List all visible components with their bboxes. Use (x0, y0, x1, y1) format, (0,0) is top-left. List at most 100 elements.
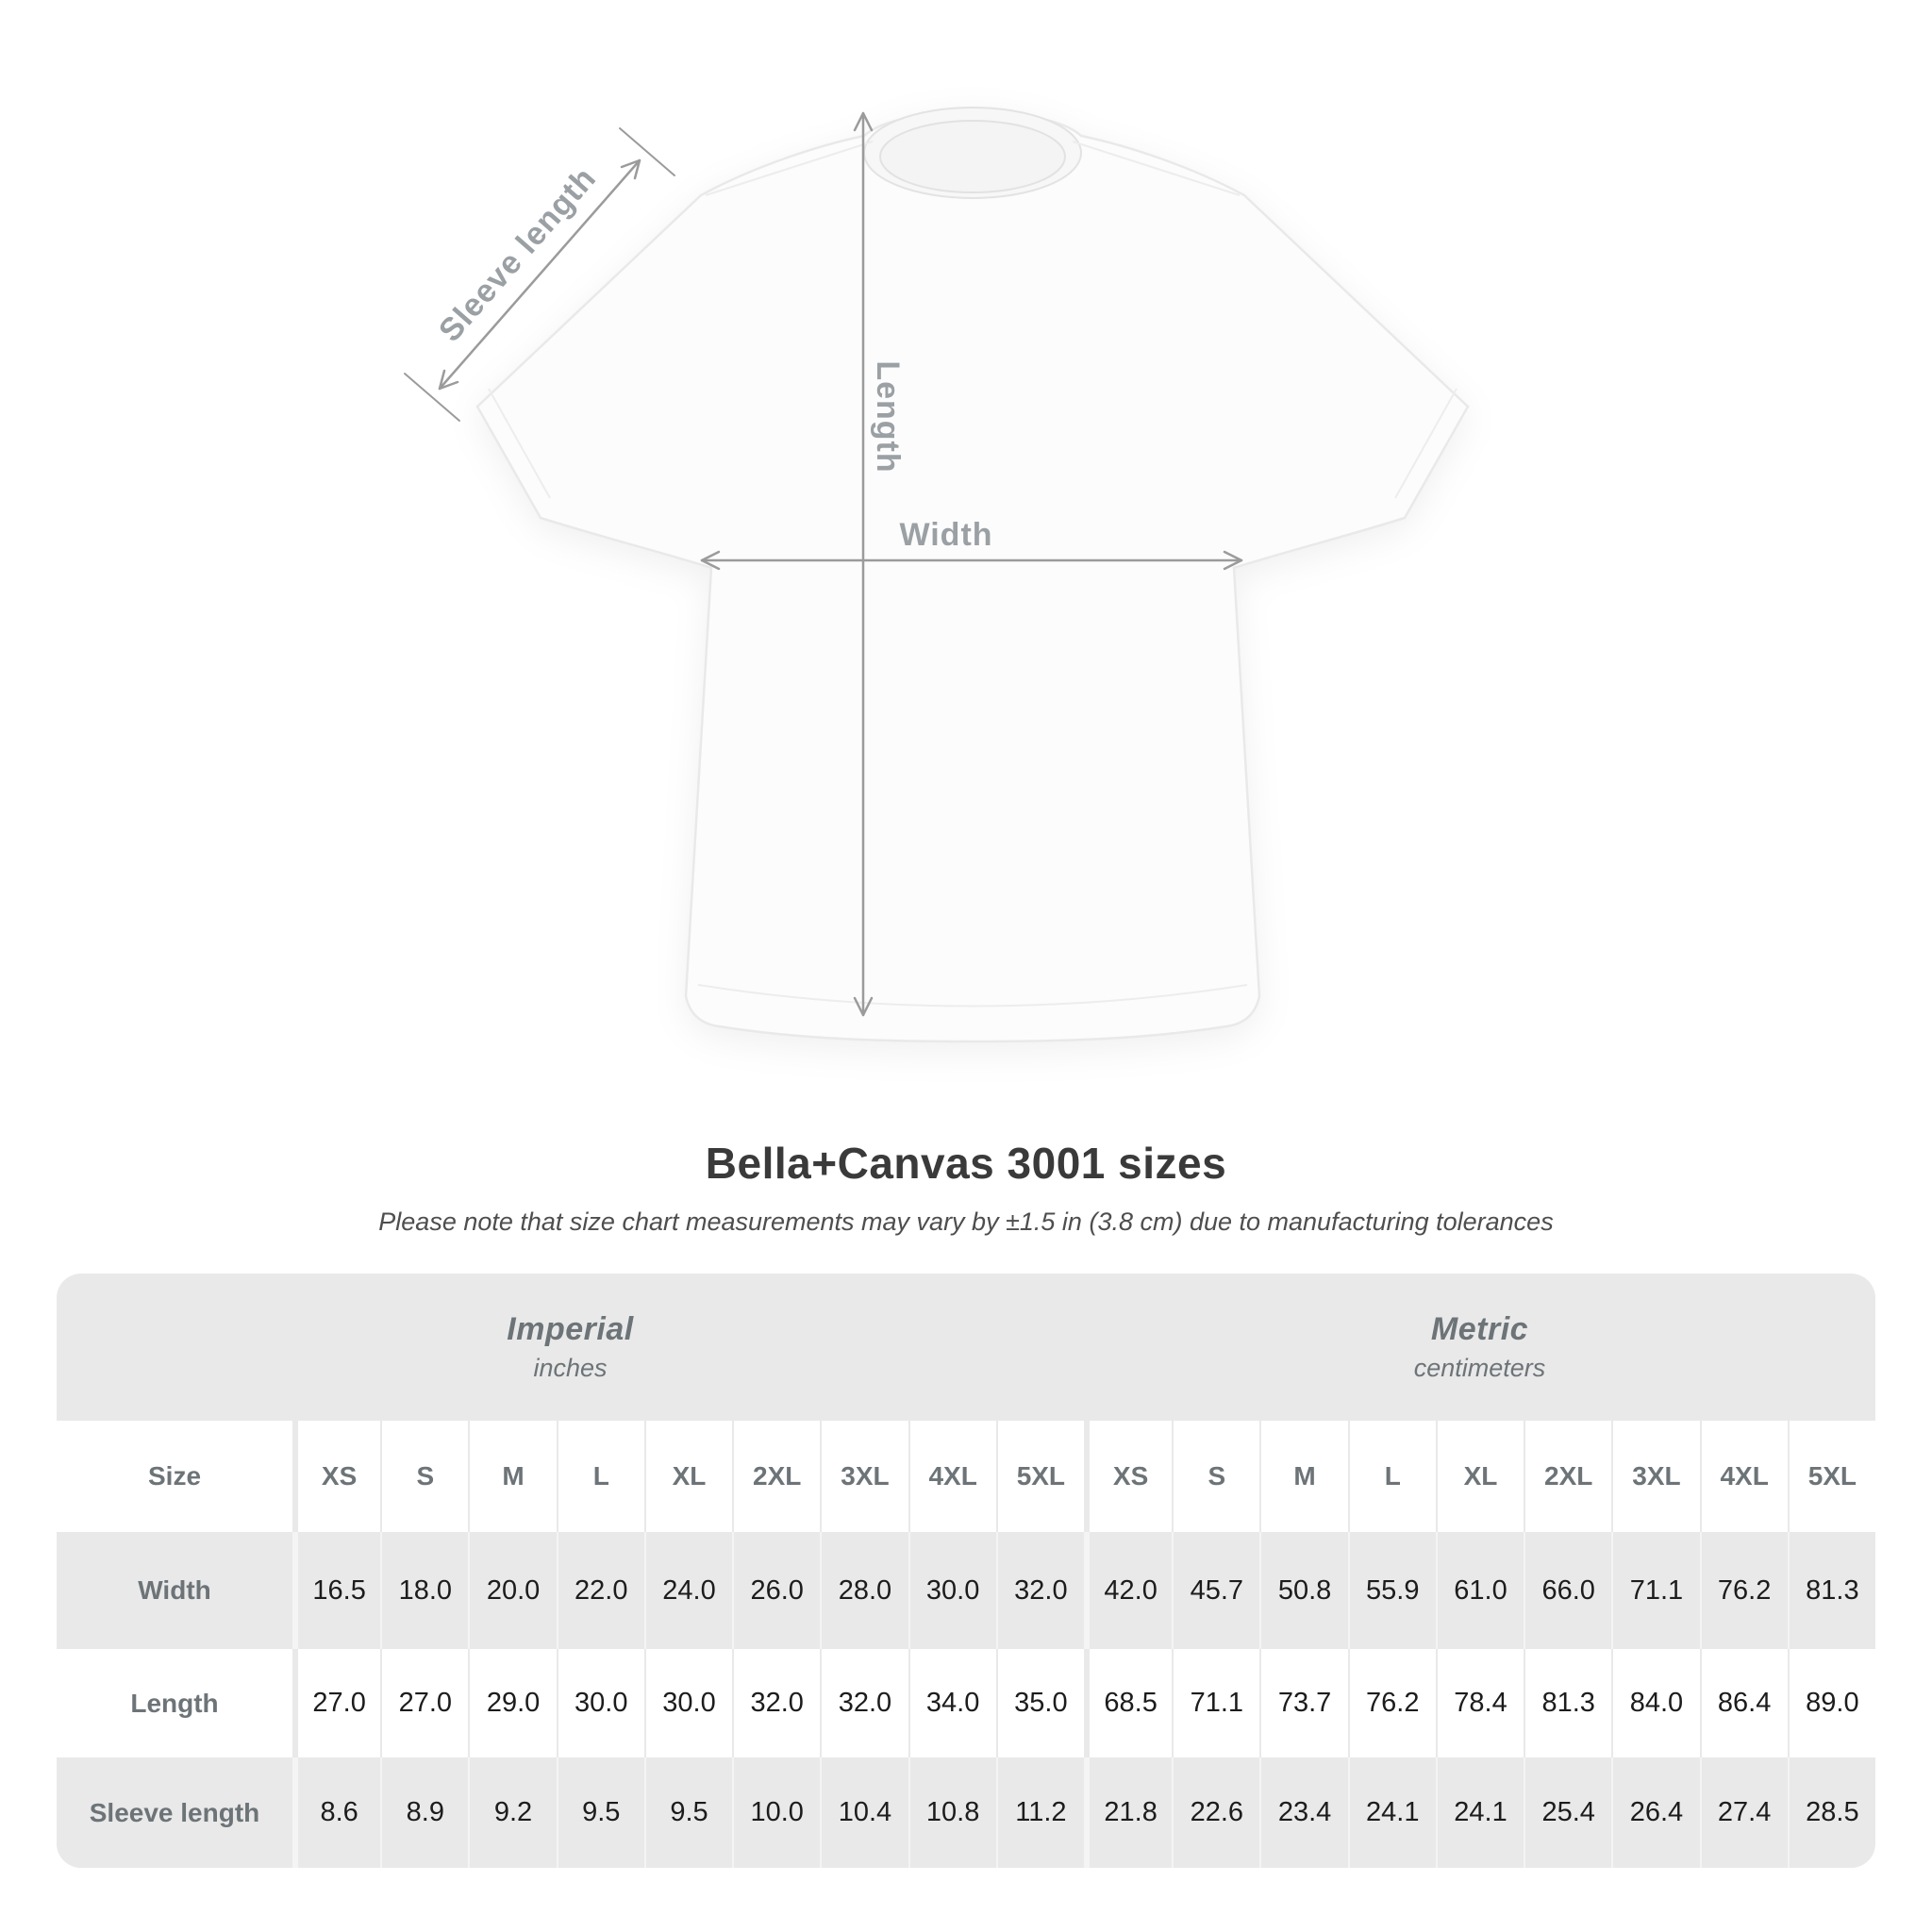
measurement-value: 30.0 (556, 1649, 644, 1757)
size-header-metric-xl: XL (1435, 1421, 1524, 1532)
dimension-end-tick (404, 373, 460, 422)
size-header-imperial-xl: XL (643, 1421, 732, 1532)
left-cuff-seam (488, 388, 551, 499)
arrowhead-up-icon (853, 111, 874, 132)
measurement-value: 81.3 (1524, 1649, 1611, 1757)
measurement-value: 30.0 (643, 1649, 732, 1757)
measurement-value: 26.0 (732, 1532, 820, 1649)
measurement-value: 71.1 (1172, 1649, 1259, 1757)
hem-seam (697, 984, 1248, 1008)
measurement-value: 9.5 (643, 1757, 732, 1868)
measurement-value: 24.1 (1347, 1757, 1436, 1868)
measurement-value: 21.8 (1083, 1757, 1172, 1868)
measurement-value: 8.9 (380, 1757, 468, 1868)
arrowhead-down-icon (853, 996, 874, 1017)
measurement-value: 55.9 (1347, 1532, 1436, 1649)
measurement-row-sleeve-length: Sleeve length 8.6 8.9 9.2 9.5 9.5 10.0 10.4 10.8… (57, 1757, 1875, 1868)
size-header-metric-3xl: 3XL (1611, 1421, 1699, 1532)
measurement-value: 89.0 (1787, 1649, 1875, 1757)
measurement-value: 8.6 (292, 1757, 380, 1868)
measurement-value: 27.4 (1699, 1757, 1788, 1868)
measurement-row-length: Length 27.0 27.0 29.0 30.0 30.0 32.0 32.0 34.0 35… (57, 1649, 1875, 1757)
measurement-value: 32.0 (820, 1649, 908, 1757)
measurement-value: 20.0 (468, 1532, 556, 1649)
tshirt-silhouette (475, 110, 1470, 1043)
measurement-value: 71.1 (1611, 1532, 1699, 1649)
size-header-metric-s: S (1172, 1421, 1259, 1532)
measurement-value: 68.5 (1083, 1649, 1172, 1757)
measurement-value: 24.0 (643, 1532, 732, 1649)
sleeve-dimension-line (404, 127, 675, 422)
size-chart-title: Bella+Canvas 3001 sizes (705, 1139, 1227, 1188)
size-header-imperial-3xl: 3XL (820, 1421, 908, 1532)
measurement-value: 81.3 (1787, 1532, 1875, 1649)
size-table: Imperial inches Metric centimeters Size XS S M L… (57, 1274, 1875, 1868)
length-dimension-line (853, 111, 874, 1017)
measurement-value: 28.0 (820, 1532, 908, 1649)
measurement-row-width: Width 16.5 18.0 20.0 22.0 24.0 26.0 28.0 30.0 32.… (57, 1532, 1875, 1649)
measurement-value: 73.7 (1259, 1649, 1347, 1757)
row-label: Sleeve length (89, 1797, 260, 1827)
arrowhead-left-icon (700, 550, 721, 571)
size-column-header: Size (147, 1461, 202, 1491)
measurement-value: 32.0 (995, 1532, 1084, 1649)
measurement-value: 27.0 (380, 1649, 468, 1757)
measurement-value: 22.0 (556, 1532, 644, 1649)
right-shoulder-seam (1072, 141, 1241, 196)
measurement-value: 10.8 (908, 1757, 996, 1868)
size-header-imperial-2xl: 2XL (732, 1421, 820, 1532)
arrowhead-right-icon (1223, 550, 1243, 571)
measurement-value: 32.0 (732, 1649, 820, 1757)
measurement-value: 86.4 (1699, 1649, 1788, 1757)
measurement-value: 30.0 (908, 1532, 996, 1649)
size-header-metric-2xl: 2XL (1524, 1421, 1611, 1532)
size-header-imperial-m: M (468, 1421, 556, 1532)
measurement-value: 61.0 (1435, 1532, 1524, 1649)
size-header-imperial-l: L (556, 1421, 644, 1532)
measurement-value: 22.6 (1172, 1757, 1259, 1868)
arrowhead-downleft-icon (438, 369, 459, 391)
measurement-value: 24.1 (1435, 1757, 1524, 1868)
size-header-metric-m: M (1259, 1421, 1347, 1532)
size-header-imperial-4xl: 4XL (908, 1421, 996, 1532)
size-header-metric-4xl: 4XL (1699, 1421, 1788, 1532)
measurement-value: 26.4 (1611, 1757, 1699, 1868)
width-dimension-line (700, 550, 1243, 571)
unit-group-imperial: Imperial inches (57, 1274, 1084, 1421)
measurement-value: 16.5 (292, 1532, 380, 1649)
measurement-value: 29.0 (468, 1649, 556, 1757)
measurement-value: 28.5 (1787, 1757, 1875, 1868)
measurement-value: 23.4 (1259, 1757, 1347, 1868)
measurement-value: 18.0 (380, 1532, 468, 1649)
arrowhead-upright-icon (620, 158, 641, 180)
length-label: Length (870, 360, 906, 473)
measurement-value: 45.7 (1172, 1532, 1259, 1649)
left-shoulder-seam (705, 141, 874, 196)
unit-group-label: Imperial (507, 1311, 634, 1347)
size-header-metric-l: L (1347, 1421, 1436, 1532)
measurement-value: 10.0 (732, 1757, 820, 1868)
measurement-value: 76.2 (1347, 1649, 1436, 1757)
measurement-value: 27.0 (292, 1649, 380, 1757)
tshirt-measurement-diagram: Length Width Sleeve length (404, 107, 1470, 1043)
tshirt-graphic (475, 107, 1470, 1043)
right-cuff-seam (1394, 388, 1457, 499)
measurement-value: 78.4 (1435, 1649, 1524, 1757)
row-label: Width (138, 1575, 211, 1605)
measurement-value: 50.8 (1259, 1532, 1347, 1649)
size-header-imperial-5xl: 5XL (995, 1421, 1084, 1532)
measurement-value: 25.4 (1524, 1757, 1611, 1868)
measurement-value: 66.0 (1524, 1532, 1611, 1649)
size-header-imperial-s: S (380, 1421, 468, 1532)
measurement-value: 10.4 (820, 1757, 908, 1868)
measurement-value: 11.2 (995, 1757, 1084, 1868)
unit-group-sublabel: centimeters (1413, 1354, 1546, 1382)
measurement-value: 35.0 (995, 1649, 1084, 1757)
measurement-value: 9.5 (556, 1757, 644, 1868)
width-label: Width (899, 517, 992, 553)
size-header-metric-5xl: 5XL (1787, 1421, 1875, 1532)
size-header-imperial-xs: XS (292, 1421, 380, 1532)
unit-group-metric: Metric centimeters (1084, 1274, 1875, 1421)
unit-header-row: Imperial inches Metric centimeters (57, 1274, 1875, 1421)
